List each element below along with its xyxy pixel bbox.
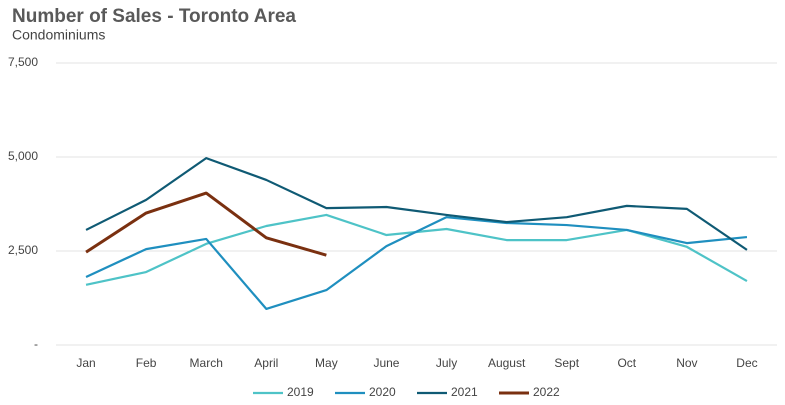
x-tick-label: Oct — [617, 356, 636, 370]
legend-label: 2022 — [533, 385, 560, 399]
chart-subtitle: Condominiums — [12, 27, 105, 43]
x-tick-label: April — [254, 356, 278, 370]
x-tick-label: Sept — [554, 356, 579, 370]
x-tick-label: Feb — [136, 356, 157, 370]
x-tick-label: Jan — [76, 356, 95, 370]
series-line — [85, 191, 327, 257]
chart-title: Number of Sales - Toronto Area — [12, 6, 296, 27]
x-tick-label: June — [373, 356, 399, 370]
x-tick-label: March — [190, 356, 223, 370]
y-tick-label: 2,500 — [8, 243, 38, 257]
series-line — [85, 216, 748, 311]
series-line — [85, 157, 748, 251]
y-tick-label: 7,500 — [8, 55, 38, 69]
x-tick-label: Nov — [676, 356, 697, 370]
x-tick-label: August — [488, 356, 526, 370]
y-tick-label: - — [34, 337, 38, 351]
x-tick-label: Dec — [736, 356, 757, 370]
y-tick-label: 5,000 — [8, 149, 38, 163]
legend-label: 2020 — [369, 385, 396, 399]
series-line — [85, 213, 748, 286]
legend-label: 2021 — [451, 385, 478, 399]
x-tick-label: July — [436, 356, 457, 370]
legend-label: 2019 — [287, 385, 314, 399]
x-tick-label: May — [315, 356, 338, 370]
